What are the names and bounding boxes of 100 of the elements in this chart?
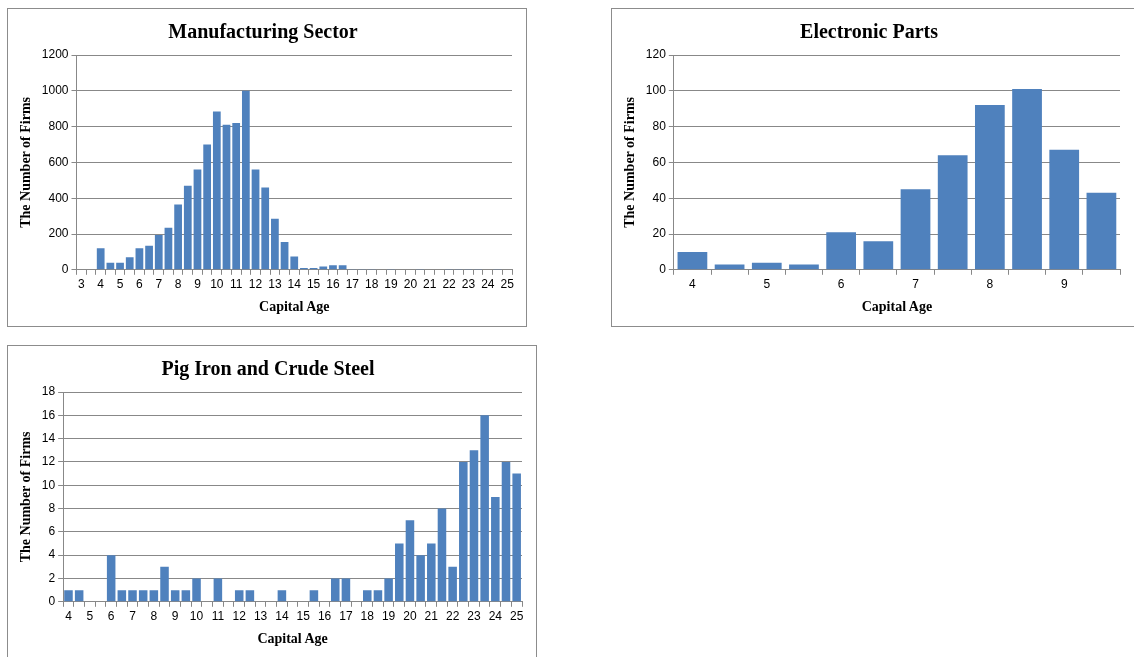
bar [125, 257, 134, 270]
x-tick-label: 25 [509, 609, 524, 624]
y-tick-label: 60 [652, 154, 667, 169]
x-tick-label: 6 [136, 277, 144, 292]
x-axis-title: Capital Age [861, 299, 933, 315]
y-tick-label: 6 [48, 524, 56, 539]
y-tick-label: 40 [652, 190, 667, 205]
bar [183, 185, 192, 270]
y-tick-label: 1200 [41, 47, 69, 62]
bar [181, 590, 191, 602]
x-tick-label: 11 [211, 609, 225, 624]
x-tick-label: 13 [253, 609, 268, 624]
bar [338, 265, 347, 270]
bar [128, 590, 137, 602]
bar [512, 473, 521, 602]
bar [751, 262, 782, 270]
x-axis-title: Capital Age [257, 631, 328, 647]
bar [900, 189, 931, 270]
bar [1049, 149, 1080, 270]
y-axis-title: The Number of Firms [622, 96, 638, 228]
bar [74, 590, 84, 602]
y-tick-label: 14 [41, 430, 56, 445]
y-tick-label: 2 [48, 570, 56, 585]
bar [251, 169, 260, 270]
x-tick-label: 9 [194, 277, 202, 292]
x-tick-label: 12 [248, 277, 263, 292]
chart-title: Pig Iron and Crude Steel [161, 357, 375, 381]
bar [222, 124, 231, 270]
bar [491, 496, 500, 602]
y-tick-label: 400 [48, 190, 69, 205]
x-tick-label: 7 [129, 609, 137, 624]
x-tick-label: 17 [345, 277, 360, 292]
x-tick-label: 10 [189, 609, 204, 624]
bar [863, 241, 894, 270]
bar [149, 590, 159, 602]
bar [117, 590, 127, 602]
x-axis-title: Capital Age [259, 299, 330, 315]
bar [271, 218, 279, 270]
y-tick-label: 10 [41, 477, 56, 492]
y-tick-label: 1000 [41, 83, 69, 98]
bar [234, 590, 244, 602]
x-tick-label: 9 [171, 609, 179, 624]
x-tick-label: 15 [306, 277, 321, 292]
x-tick-label: 10 [210, 277, 224, 292]
x-tick-label: 6 [837, 277, 845, 292]
y-tick-label: 16 [41, 407, 56, 422]
y-tick-label: 100 [645, 83, 667, 98]
bar [212, 111, 221, 270]
bar [309, 590, 319, 602]
bar [826, 232, 857, 270]
x-tick-label: 23 [467, 609, 481, 624]
y-tick-label: 8 [48, 500, 56, 515]
bar [789, 264, 819, 270]
x-tick-label: 3 [77, 277, 85, 292]
bar [193, 169, 202, 270]
bar [241, 90, 250, 270]
bar [395, 543, 404, 602]
chart-title: Electronic Parts [800, 20, 939, 43]
bar [1086, 192, 1117, 270]
x-tick-label: 5 [86, 609, 94, 624]
x-tick-label: 24 [481, 277, 495, 292]
bar [277, 590, 287, 602]
bar [384, 578, 393, 602]
x-tick-label: 6 [107, 609, 115, 624]
y-tick-label: 0 [61, 262, 69, 277]
bar [232, 123, 241, 270]
x-tick-label: 9 [1060, 277, 1068, 292]
x-tick-label: 7 [912, 277, 920, 292]
x-tick-label: 15 [296, 609, 311, 624]
bar [329, 265, 337, 270]
x-tick-label: 7 [155, 277, 163, 292]
bar [213, 578, 223, 602]
x-tick-label: 14 [275, 609, 289, 624]
bar [459, 461, 468, 602]
y-tick-label: 600 [48, 154, 69, 169]
bar [714, 264, 745, 270]
x-tick-label: 24 [488, 609, 503, 624]
bar [974, 105, 1005, 270]
bar [64, 590, 73, 602]
bar [261, 187, 270, 270]
bar [330, 578, 340, 602]
bar [677, 251, 708, 270]
bar [280, 242, 289, 270]
x-tick-label: 8 [150, 609, 158, 624]
bar [341, 578, 351, 602]
x-tick-label: 4 [689, 277, 697, 292]
y-tick-label: 0 [659, 262, 667, 277]
x-tick-label: 17 [339, 609, 353, 624]
y-tick-label: 800 [48, 118, 69, 133]
bar [290, 256, 299, 270]
x-tick-label: 21 [424, 609, 439, 624]
bar [373, 590, 383, 602]
x-tick-label: 23 [461, 277, 476, 292]
y-axis-title: The Number of Firms [18, 96, 34, 228]
y-tick-label: 200 [48, 226, 69, 241]
bar [135, 248, 144, 270]
x-tick-label: 20 [403, 277, 418, 292]
bar [160, 566, 169, 602]
x-tick-label: 12 [232, 609, 247, 624]
bar [245, 590, 255, 602]
